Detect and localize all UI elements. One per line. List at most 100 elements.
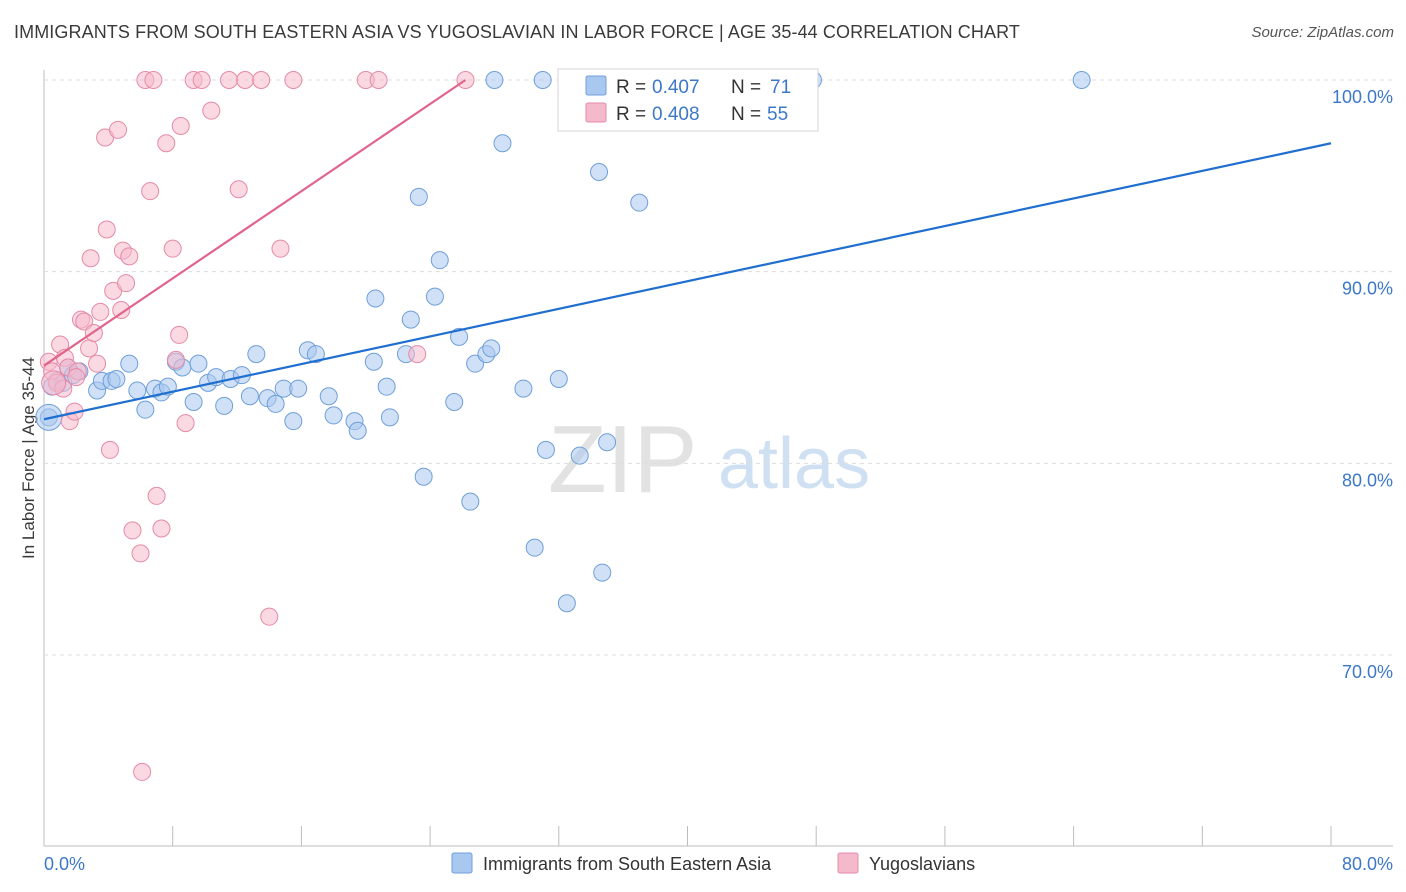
y-tick-labels: 70.0% 80.0% 90.0% 100.0% [1332, 87, 1393, 682]
stats-swatch-blue [585, 75, 607, 96]
source-label: Source: ZipAtlas.com [1251, 24, 1394, 41]
point-pink [171, 117, 190, 135]
point-blue [493, 134, 512, 153]
point-pink [120, 247, 139, 266]
point-pink [229, 180, 248, 199]
point-blue [461, 492, 480, 511]
point-blue [593, 563, 612, 582]
series-legend: Immigrants from South Eastern Asia Yugos… [451, 852, 975, 874]
point-pink [202, 101, 221, 120]
point-blue [414, 467, 433, 486]
point-blue [366, 289, 385, 308]
point-blue [425, 287, 444, 306]
point-blue [128, 381, 147, 400]
point-blue [364, 352, 383, 371]
point-pink [408, 345, 427, 364]
point-blue [445, 393, 464, 411]
point-blue [247, 345, 266, 364]
point-pink [67, 368, 86, 387]
point-blue [590, 163, 609, 181]
point-blue [1072, 71, 1091, 89]
point-pink [100, 440, 119, 459]
x-tick-label-min: 0.0% [44, 854, 85, 874]
point-pink [123, 521, 142, 540]
chart-title: IMMIGRANTS FROM SOUTH EASTERN ASIA VS YU… [14, 22, 1020, 42]
point-blue [450, 327, 469, 346]
point-pink [109, 120, 128, 139]
point-blue [324, 406, 343, 425]
point-pink [260, 607, 279, 626]
trendline-pink [43, 79, 467, 367]
point-blue [570, 446, 589, 465]
point-blue [136, 400, 155, 419]
point-blue [306, 345, 325, 364]
y-tick-label: 70.0% [1342, 662, 1393, 682]
y-tick-label: 80.0% [1342, 470, 1393, 490]
point-pink [192, 71, 211, 89]
legend-item-pink[interactable]: Yugoslavians [837, 852, 975, 874]
point-pink [144, 71, 163, 89]
point-blue [536, 440, 555, 459]
stats-r-value-pink: 0.408 [652, 104, 700, 125]
point-pink [252, 71, 271, 89]
point-pink [97, 220, 116, 239]
point-blue [485, 71, 504, 89]
point-pink [170, 325, 189, 344]
point-pink [112, 301, 131, 319]
y-tick-label: 90.0% [1342, 279, 1393, 299]
point-pink [117, 274, 136, 293]
stats-n-label-blue: N = [731, 77, 761, 98]
stats-n-label-pink: N = [731, 104, 761, 125]
legend-item-blue[interactable]: Immigrants from South Eastern Asia [451, 852, 772, 874]
point-pink [236, 71, 255, 89]
point-blue [533, 71, 552, 89]
point-blue [266, 394, 285, 413]
trendlines [43, 79, 1332, 421]
point-pink [141, 182, 160, 201]
point-blue [598, 433, 617, 452]
point-blue [240, 387, 259, 406]
point-pink [91, 302, 110, 321]
point-pink [80, 339, 99, 358]
y-tick-label: 100.0% [1332, 87, 1393, 107]
x-tick-label-max: 80.0% [1342, 854, 1393, 874]
point-pink-cluster [41, 370, 67, 396]
point-blue [377, 377, 396, 396]
stats-r-value-blue: 0.407 [652, 77, 700, 98]
point-blue [430, 251, 449, 270]
point-pink [284, 71, 303, 89]
watermark: ZIP atlas [548, 406, 870, 513]
point-blue [557, 594, 576, 613]
point-blue [107, 370, 126, 388]
stats-n-value-pink: 55 [767, 104, 788, 125]
trendline-blue [43, 142, 1332, 421]
watermark-zip: ZIP [548, 406, 697, 513]
point-blue [549, 370, 568, 388]
point-blue [215, 396, 234, 415]
point-pink [88, 354, 107, 373]
stats-n-value-blue: 71 [770, 77, 791, 98]
point-pink [131, 544, 150, 563]
point-blue [514, 379, 533, 398]
point-blue [482, 339, 501, 358]
point-pink [369, 71, 388, 89]
point-pink [271, 239, 290, 258]
point-pink [176, 414, 195, 433]
axes [43, 70, 1393, 847]
point-pink [75, 312, 94, 331]
point-blue [525, 538, 544, 557]
point-pink [166, 350, 185, 369]
legend-swatch-blue [451, 852, 473, 874]
legend-label-pink: Yugoslavians [869, 854, 975, 874]
point-pink [157, 134, 176, 153]
stats-r-label-blue: R = [616, 77, 646, 98]
point-blue [284, 412, 303, 431]
series-pink-points [39, 71, 475, 781]
point-blue [289, 379, 308, 398]
point-pink [81, 249, 100, 268]
point-blue [120, 354, 139, 373]
stats-r-label-pink: R = [616, 104, 646, 125]
point-pink [147, 486, 166, 505]
x-ticks [43, 826, 1332, 846]
